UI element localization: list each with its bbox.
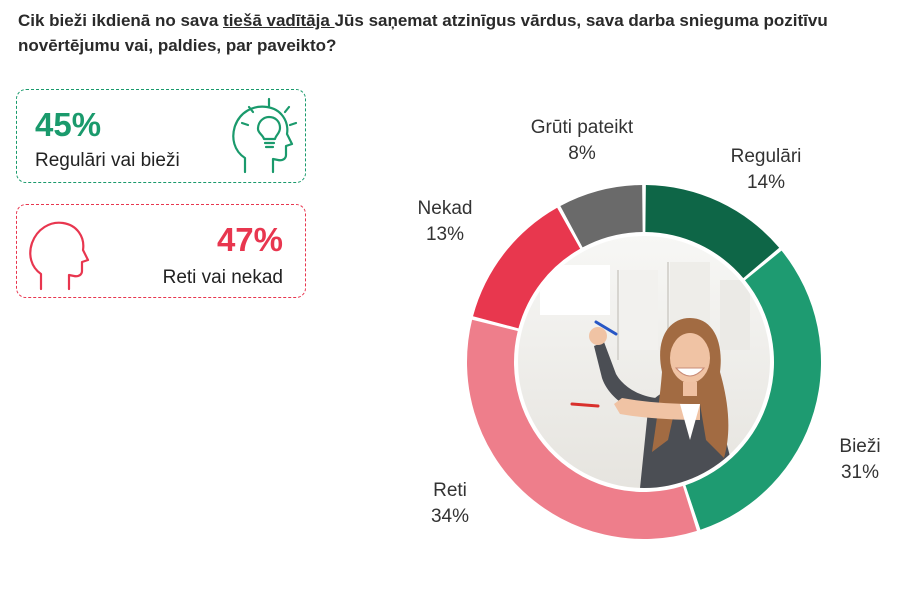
donut-slice-nekad	[473, 207, 581, 329]
survey-question: Cik bieži ikdienā no sava tiešā vadītāja…	[18, 8, 878, 58]
slice-value-nekad: 13%	[426, 224, 464, 245]
positive-share-label: Regulāri vai bieži	[35, 150, 180, 171]
slice-label-nekad: Nekad	[418, 198, 473, 219]
question-text-end: Jūs saņemat atzinīgus vārdus, sava darba…	[18, 11, 828, 55]
negative-share-label: Reti vai nekad	[162, 267, 283, 288]
donut-slice-gruti-pateikt	[560, 185, 643, 248]
slice-value-biezi: 31%	[841, 462, 879, 483]
question-text-start: Cik bieži ikdienā no sava	[18, 11, 224, 30]
negative-share-value: 47%	[216, 221, 283, 258]
center-photo	[518, 236, 770, 488]
head-silhouette-icon	[29, 221, 90, 291]
slice-label-regulari: Regulāri	[731, 146, 802, 167]
negative-summary-card: 47% Reti vai nekad	[16, 204, 306, 298]
slice-value-gruti-pateikt: 8%	[568, 143, 596, 164]
slice-value-regulari: 14%	[747, 172, 785, 193]
slice-label-reti: Reti	[433, 480, 467, 501]
slice-value-reti: 34%	[431, 506, 469, 527]
donut-slice-regulari	[645, 185, 780, 279]
question-text-underlined: tiešā vadītāja	[223, 11, 335, 30]
slice-label-gruti-pateikt: Grūti pateikt	[531, 117, 634, 138]
donut-slice-reti	[467, 319, 697, 539]
positive-share-value: 45%	[35, 106, 102, 143]
slice-label-biezi: Bieži	[839, 436, 880, 457]
positive-summary-card: 45% Regulāri vai bieži	[16, 89, 306, 183]
donut-slice-biezi	[685, 250, 821, 530]
head-lightbulb-icon	[232, 97, 298, 174]
